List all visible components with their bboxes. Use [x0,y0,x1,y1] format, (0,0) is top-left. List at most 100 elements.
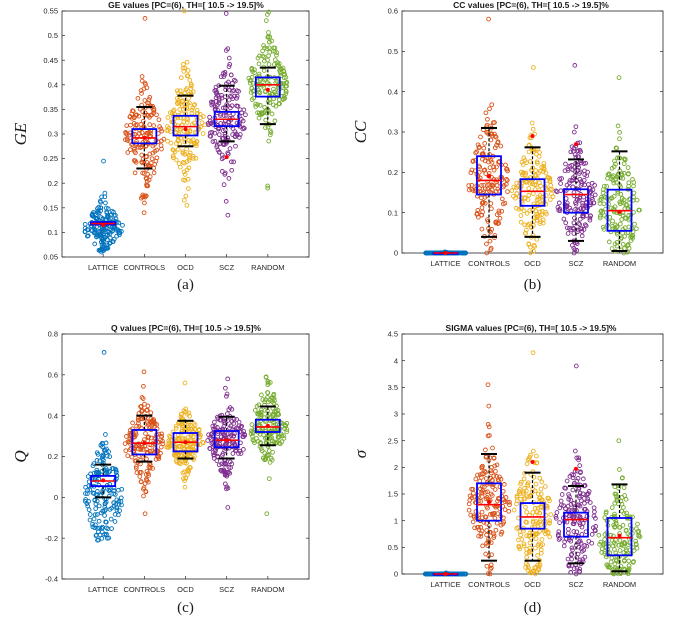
data-point [102,508,108,514]
data-point [125,138,130,143]
data-point [557,520,562,525]
data-point [568,149,574,155]
data-point [190,444,195,450]
data-point [231,159,237,165]
data-point [283,80,289,86]
data-point [583,223,589,229]
data-point [556,529,562,535]
data-point [106,470,111,475]
series-ocd [509,65,556,256]
data-point [239,110,244,115]
data-point [100,508,106,514]
series-random [596,438,643,577]
data-point [182,380,188,386]
data-point [208,121,214,126]
data-point [213,104,218,110]
data-point [605,172,611,178]
data-point [506,508,512,514]
data-point [130,420,135,426]
data-point [466,183,472,188]
data-point [284,83,289,89]
data-point [283,75,289,80]
data-point [597,542,602,547]
data-point [186,157,192,163]
data-point [533,208,538,214]
mean-marker [530,134,535,139]
data-point [585,491,591,496]
data-point [101,158,106,164]
data-point [526,565,531,571]
data-point [487,106,492,112]
data-point [532,545,538,551]
data-point [519,172,525,178]
data-point [87,487,93,493]
data-point [116,512,121,518]
y-tick-label: 4.5 [388,330,398,339]
mean-marker [224,438,229,443]
data-point [543,531,548,537]
data-point [145,471,151,476]
data-point [565,530,571,536]
data-point [165,444,171,450]
data-point [617,136,622,142]
data-point [103,440,109,446]
data-point [267,132,273,138]
data-point [97,525,102,531]
data-point [533,173,539,179]
data-point [241,125,247,131]
data-point [580,203,586,209]
data-point [492,487,498,492]
data-point [256,71,262,77]
data-point [535,213,540,219]
data-point [221,467,227,473]
data-point [102,194,108,200]
data-point [174,88,180,94]
data-point [481,484,487,490]
data-point [150,150,156,156]
data-point [261,43,266,48]
data-point [571,245,577,251]
data-point [271,391,277,397]
data-point [138,195,144,201]
data-point [541,161,547,166]
data-point [555,204,561,210]
data-point [509,188,515,193]
series-ocd [164,380,206,490]
mean-marker [487,174,491,179]
data-point [612,524,618,530]
data-point [92,512,98,518]
data-point [621,485,627,490]
data-point [485,116,490,122]
data-point [523,488,529,494]
data-point [174,157,179,163]
data-point [612,565,618,571]
data-point [615,123,621,129]
data-point [626,183,631,189]
data-point [227,93,233,99]
data-point [566,492,571,497]
data-point [100,444,105,450]
data-point [606,171,612,177]
data-point [576,455,582,461]
data-point [267,39,272,45]
data-point [139,395,145,400]
data-point [616,438,622,444]
data-point [109,505,114,511]
box [213,430,240,449]
data-point [263,375,269,380]
data-point [200,131,206,136]
data-point [151,106,157,111]
chart-title: CC values [PC=(6), TH=[ 10.5 -> 19.5]% [453,0,609,10]
data-point [140,447,146,452]
data-point [571,529,577,534]
data-point [142,194,148,200]
data-point [492,131,497,137]
data-point [102,513,107,518]
data-point [260,48,265,54]
data-point [264,511,270,517]
data-point [621,200,627,206]
data-point [173,423,179,429]
data-point [631,180,637,185]
data-point [617,199,623,205]
data-point [99,194,104,200]
